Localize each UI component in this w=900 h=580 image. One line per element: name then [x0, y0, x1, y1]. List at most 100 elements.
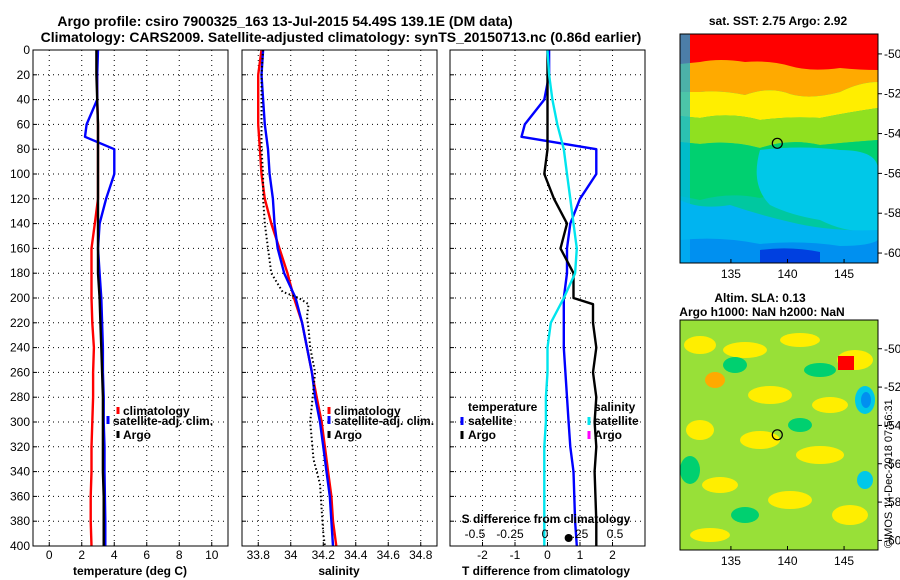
temperature-ytick-label: 20: [17, 68, 31, 82]
temperature-ytick-label: 0: [23, 43, 30, 57]
sst-map-ytick-label: -52: [884, 87, 900, 101]
sla-map-ytick-label: -60: [884, 533, 900, 547]
difference-top-xtick-label: 0.5: [607, 527, 624, 541]
legend-label-argo: Argo: [334, 428, 362, 442]
difference-top-xlabel: S difference from climatology: [462, 512, 631, 526]
temperature-ytick-label: 60: [17, 117, 31, 131]
difference-series-t-satellite: [520, 50, 598, 547]
temperature-ytick-label: 120: [10, 192, 30, 206]
salinity-grid: [242, 49, 437, 547]
sst-map-ytick-label: -58: [884, 206, 900, 220]
sst-map-title: sat. SST: 2.75 Argo: 2.92: [709, 14, 848, 28]
temperature-ytick-label: 280: [10, 390, 30, 404]
temperature-ytick-label: 220: [10, 316, 30, 330]
temperature-ytick-label: 200: [10, 291, 30, 305]
sla-map-title-line1: Altim. SLA: 0.13: [714, 291, 806, 305]
temperature-ytick-label: 300: [10, 415, 30, 429]
difference-top-xtick-label: .25: [572, 527, 589, 541]
temperature-xtick-label: 6: [143, 548, 150, 562]
sla-heatmap: [680, 320, 878, 550]
temperature-series: [83, 49, 116, 547]
difference-top-xtick-label: -0.5: [465, 527, 486, 541]
legend-salinity-header: salinity: [594, 400, 636, 414]
salinity-ticks: 33.8 34 34.2 34.4 34.6 34.8: [242, 49, 433, 562]
sst-map-panel: sat. SST: 2.75 Argo: 2.92 135 140 145 -50 -5…: [679, 14, 900, 281]
sla-argo-location-marker: [771, 429, 783, 441]
sla-map-ytick-label: -54: [884, 418, 900, 432]
salinity-xtick-label: 34.4: [344, 548, 368, 562]
sla-map-panel: Altim. SLA: 0.13 Argo h1000: NaN h2000: …: [679, 291, 900, 568]
sst-heatmap: [680, 34, 878, 263]
temperature-xtick-label: 4: [111, 548, 118, 562]
temperature-panel: 0 2 4 6 8 10020406080100120140160180200220240…: [10, 43, 229, 578]
imos-credit: ©IMOS 14-Dec-2018 07:56:31: [883, 399, 895, 548]
difference-top-xtick-label: -0.25: [496, 527, 524, 541]
sst-map-xtick-label: 140: [777, 267, 797, 281]
legend-label-t-argo: Argo: [468, 428, 496, 442]
temperature-ytick-label: 160: [10, 241, 30, 255]
difference-series-t-argo: [543, 50, 598, 546]
temperature-ytick-label: 400: [10, 539, 30, 553]
difference-argo-marker: [564, 534, 573, 542]
sst-map-ytick-label: -54: [884, 127, 900, 141]
sla-map-ytick-label: -56: [884, 457, 900, 471]
temperature-xlabel: temperature (deg C): [73, 564, 187, 578]
salinity-xtick-label: 34.8: [409, 548, 433, 562]
sst-argo-location-marker: [771, 137, 783, 149]
sla-map-ytick-label: -50: [884, 342, 900, 356]
legend-label-argo: Argo: [123, 428, 151, 442]
sst-map-xtick-label: 145: [834, 267, 854, 281]
temperature-ytick-label: 140: [10, 217, 30, 231]
sst-map-ticks: 135 140 145 -50 -52 -54 -56 -58 -60: [721, 47, 900, 281]
legend-temperature-header: temperature: [468, 400, 538, 414]
temperature-legend: climatology satellite-adj. clim. Argo: [106, 404, 213, 442]
temperature-ytick-label: 180: [10, 266, 30, 280]
temperature-ticks: 0 2 4 6 8 10020406080100120140160180200220240…: [10, 43, 219, 562]
difference-top-xtick-label: 0: [542, 527, 549, 541]
temperature-xtick-label: 0: [46, 548, 53, 562]
temperature-ytick-label: 260: [10, 365, 30, 379]
temperature-series-satellite-adj-clim: [83, 49, 116, 546]
temperature-grid: [33, 49, 228, 547]
sla-map-xtick-label: 145: [834, 554, 854, 568]
temperature-ytick-label: 240: [10, 341, 30, 355]
temperature-ytick-label: 320: [10, 440, 30, 454]
legend-label-satellite: satellite-adj. clim.: [113, 414, 213, 428]
difference-legend: temperature satellite Argo salinity sate…: [460, 400, 639, 442]
difference-xtick-label: 2: [609, 548, 616, 562]
salinity-series: [257, 49, 338, 547]
sst-map-xtick-label: 135: [721, 267, 741, 281]
salinity-xtick-label: 34.6: [377, 548, 401, 562]
temperature-xtick-label: 8: [176, 548, 183, 562]
legend-label-satellite: satellite-adj. clim.: [334, 414, 434, 428]
temperature-ytick-label: 80: [17, 142, 31, 156]
difference-series-s-satellite: [543, 49, 578, 546]
figure-title-line2: Climatology: CARS2009. Satellite-adjuste…: [41, 29, 642, 45]
figure-title-line1: Argo profile: csiro 7900325_163 13-Jul-2…: [57, 13, 512, 29]
legend-label-s-argo: Argo: [594, 428, 622, 442]
sla-map-ytick-label: -52: [884, 380, 900, 394]
temperature-xtick-label: 2: [78, 548, 85, 562]
difference-xtick-label: -1: [510, 548, 521, 562]
salinity-panel: 33.8 34 34.2 34.4 34.6 34.8 climatology satel…: [241, 49, 438, 578]
salinity-series-climatology: [257, 49, 338, 547]
temperature-ytick-label: 380: [10, 514, 30, 528]
legend-label-t-satellite: satellite: [468, 414, 513, 428]
sst-map-ytick-label: -56: [884, 166, 900, 180]
sla-map-frame: [679, 319, 879, 551]
difference-ticks: -2 -1 0 1 2 -0.5 -0.25 0 .25 0.5: [450, 49, 624, 562]
temperature-xtick-label: 10: [205, 548, 219, 562]
temperature-ytick-label: 340: [10, 465, 30, 479]
difference-panel: -2 -1 0 1 2 -0.5 -0.25 0 .25 0.5 temperature sate…: [449, 49, 646, 578]
sst-map-ytick-label: -60: [884, 246, 900, 260]
temperature-ytick-label: 100: [10, 167, 30, 181]
sla-map-ytick-label: -58: [884, 495, 900, 509]
temperature-ytick-label: 40: [17, 93, 31, 107]
salinity-xtick-label: 34: [284, 548, 298, 562]
salinity-series-satellite-adj-clim: [260, 49, 335, 547]
salinity-xtick-label: 34.2: [312, 548, 336, 562]
difference-xtick-label: 0: [544, 548, 551, 562]
salinity-legend: climatology satellite-adj. clim. Argo: [327, 404, 434, 442]
sla-map-ticks: 135 140 145 -50 -52 -54 -56 -58 -60: [721, 342, 900, 568]
